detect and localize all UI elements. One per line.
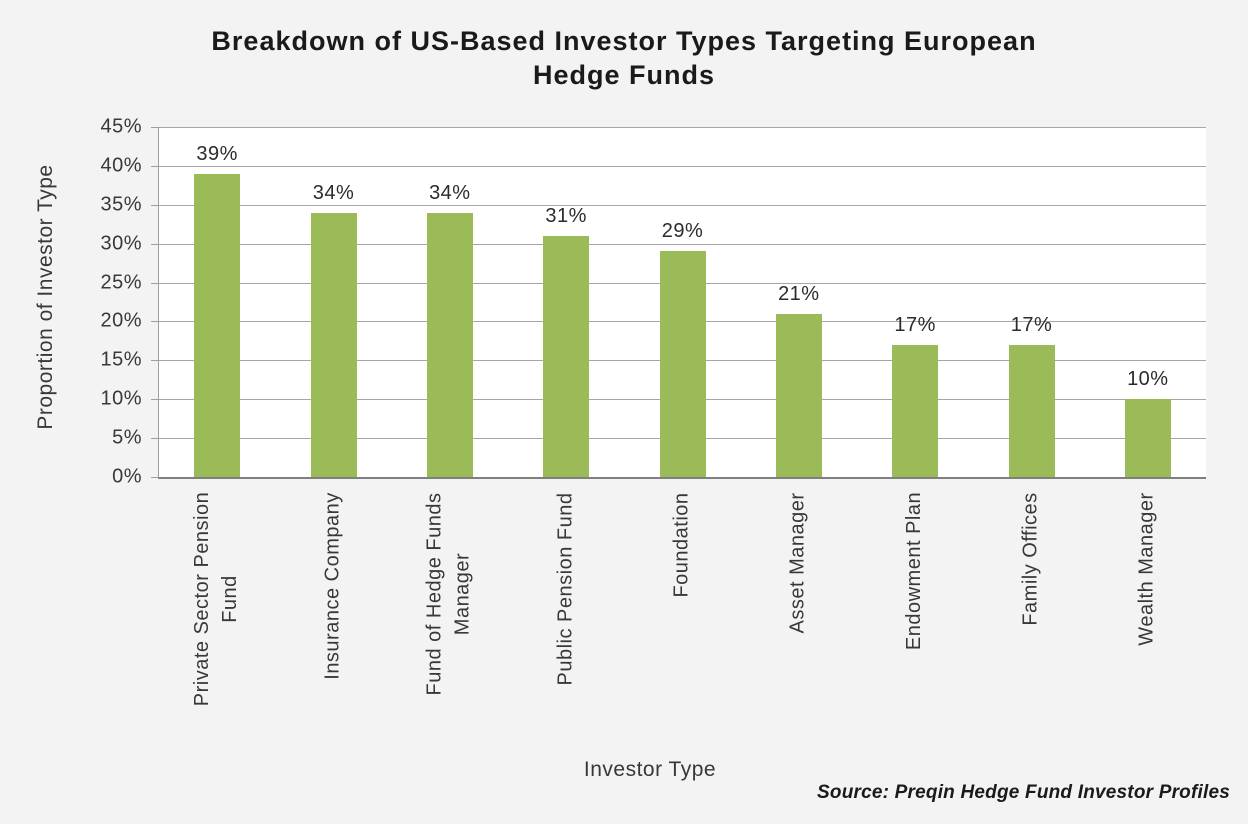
x-category-label: Endowment Plan (903, 491, 926, 651)
bar-value-label: 17% (1010, 313, 1053, 336)
gridline (159, 204, 1206, 206)
y-tick-mark (151, 243, 158, 245)
bar-value-label: 17% (894, 313, 936, 336)
y-tick-label: 0% (112, 465, 142, 488)
plot-area: 39% 34% 34% 31% 29% 21% 17% 17% 10% (158, 127, 1206, 479)
bar-value-label: 31% (545, 204, 587, 227)
y-tick-label: 15% (100, 348, 142, 371)
bar-fund-of-hedge-funds-manager (426, 212, 473, 477)
bar-public-pension-fund (543, 235, 590, 477)
y-tick-mark (151, 360, 158, 362)
y-tick-mark (151, 438, 158, 440)
bar-value-label: 10% (1127, 368, 1169, 391)
x-axis-title: Investor Type (583, 758, 717, 781)
x-category-label: Public Pension Fund (554, 492, 577, 685)
y-tick-label: 25% (100, 271, 142, 294)
x-category-label: Private Sector Pension Fund (191, 491, 242, 707)
bar-family-offices (1008, 344, 1055, 477)
bar-value-label: 34% (312, 181, 355, 204)
x-category-label: Family Offices (1019, 491, 1042, 626)
y-tick-mark (151, 127, 158, 128)
source-note: Source: Preqin Hedge Fund Investor Profi… (817, 782, 1230, 803)
y-tick-mark (151, 165, 158, 167)
bar-wealth-manager (1124, 399, 1171, 477)
y-tick-label: 10% (100, 387, 142, 410)
x-category-label: Wealth Manager (1136, 491, 1159, 646)
bar-foundation (659, 251, 706, 477)
y-tick-mark (151, 399, 158, 401)
gridline (159, 243, 1206, 245)
y-tick-mark (151, 477, 158, 478)
y-tick-label: 20% (100, 309, 142, 332)
bar-value-label: 29% (661, 220, 704, 243)
x-category-label: Foundation (670, 491, 693, 598)
bar-endowment-plan (892, 344, 939, 477)
y-tick-mark (151, 204, 158, 206)
y-tick-label: 30% (100, 232, 142, 255)
bar-value-label: 34% (429, 181, 471, 204)
y-tick-mark (151, 321, 158, 323)
chart-title-line-1: Breakdown of US-Based Investor Types Tar… (211, 26, 1037, 56)
x-category-label: Insurance Company (321, 491, 344, 680)
bar-asset-manager (775, 313, 822, 477)
chart-title: Breakdown of US-Based Investor Types Tar… (0, 24, 1248, 92)
bar-insurance-company (310, 212, 357, 477)
chart-title-line-2: Hedge Funds (532, 60, 715, 90)
y-tick-label: 45% (100, 115, 142, 138)
bar-private-sector-pension-fund (194, 173, 241, 477)
y-tick-label: 5% (112, 426, 142, 449)
y-tick-label: 35% (100, 193, 142, 216)
x-category-label: Fund of Hedge Funds Manager (423, 492, 474, 695)
bar-value-label: 39% (196, 142, 238, 165)
gridline (159, 127, 1206, 128)
y-tick-mark (151, 282, 158, 284)
x-category-label: Asset Manager (786, 491, 809, 634)
y-axis: 0% 5% 10% 15% 20% 25% 30% 35% 40% 45% (0, 116, 158, 488)
y-tick-label: 40% (100, 154, 142, 177)
gridline (159, 165, 1206, 167)
bar-value-label: 21% (778, 282, 820, 305)
